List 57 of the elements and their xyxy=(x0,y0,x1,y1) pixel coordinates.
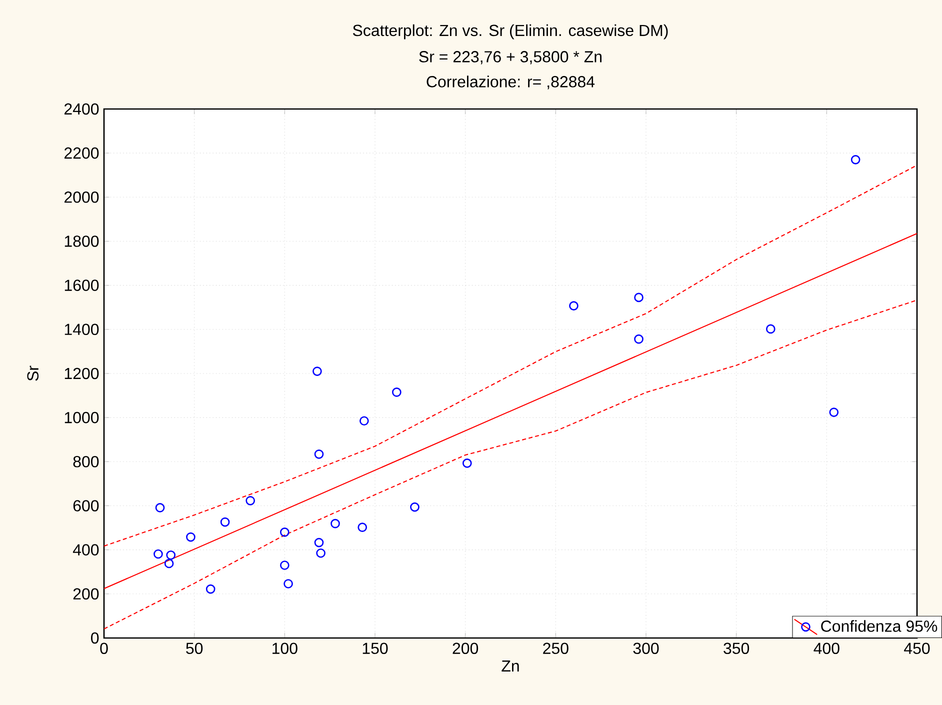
y-tick-label: 400 xyxy=(72,544,99,556)
point xyxy=(280,560,290,570)
x-tick-label: 200 xyxy=(452,642,478,654)
point xyxy=(634,334,644,344)
point xyxy=(330,518,340,528)
point xyxy=(155,503,165,512)
point xyxy=(154,549,163,559)
point xyxy=(186,532,196,542)
x-tick-label: 250 xyxy=(543,642,568,654)
point xyxy=(280,528,290,537)
y-axis-title: Sr xyxy=(27,366,39,381)
point xyxy=(206,584,216,594)
point xyxy=(410,502,420,512)
chart-subtitle: Sr = 223,76 + 3,5800 * Zn xyxy=(419,51,602,64)
x-tick-label: 50 xyxy=(186,642,203,654)
x-tick-label: 150 xyxy=(362,642,388,654)
point xyxy=(829,408,839,417)
y-tick-label: 200 xyxy=(73,588,99,600)
y-tick-label: 2000 xyxy=(64,191,99,203)
y-tick-label: 1000 xyxy=(64,412,99,424)
x-tick-label: 300 xyxy=(633,642,659,654)
point xyxy=(850,155,860,164)
chart-title: Scatterplot: Zn vs. Sr (Elimin. casewise DM) xyxy=(352,24,668,40)
x-tick-label: 400 xyxy=(814,642,840,654)
x-tick-label: 100 xyxy=(272,642,298,654)
y-tick-label: 600 xyxy=(73,500,99,512)
line-series xyxy=(104,164,918,547)
x-axis-title: Zn xyxy=(502,660,519,672)
point xyxy=(312,366,322,376)
point xyxy=(462,458,472,468)
point xyxy=(634,292,644,302)
point xyxy=(314,538,324,548)
y-tick-label: 1200 xyxy=(64,368,99,380)
point xyxy=(220,517,230,527)
y-tick-label: 2200 xyxy=(64,147,99,159)
y-tick-label: 0 xyxy=(91,632,99,644)
y-tick-label: 800 xyxy=(73,456,99,468)
x-tick-label: 0 xyxy=(100,642,108,654)
point xyxy=(314,449,324,459)
point xyxy=(284,579,293,588)
point xyxy=(766,324,776,334)
legend-label: Confidenza 95% xyxy=(821,620,938,632)
y-tick-label: 1400 xyxy=(64,324,99,336)
point xyxy=(246,496,256,506)
x-tick-label: 350 xyxy=(724,642,750,654)
point xyxy=(359,416,369,426)
point xyxy=(392,388,402,397)
point xyxy=(164,558,174,568)
point xyxy=(166,550,176,560)
point xyxy=(358,522,368,532)
point xyxy=(569,301,578,310)
y-tick-label: 1800 xyxy=(64,236,99,247)
x-tick-label: 450 xyxy=(904,642,930,654)
point xyxy=(316,548,326,558)
text: Correlazione: r= ,82884 xyxy=(426,76,595,90)
y-tick-label: 1600 xyxy=(64,280,99,291)
y-tick-label: 2400 xyxy=(64,103,99,115)
